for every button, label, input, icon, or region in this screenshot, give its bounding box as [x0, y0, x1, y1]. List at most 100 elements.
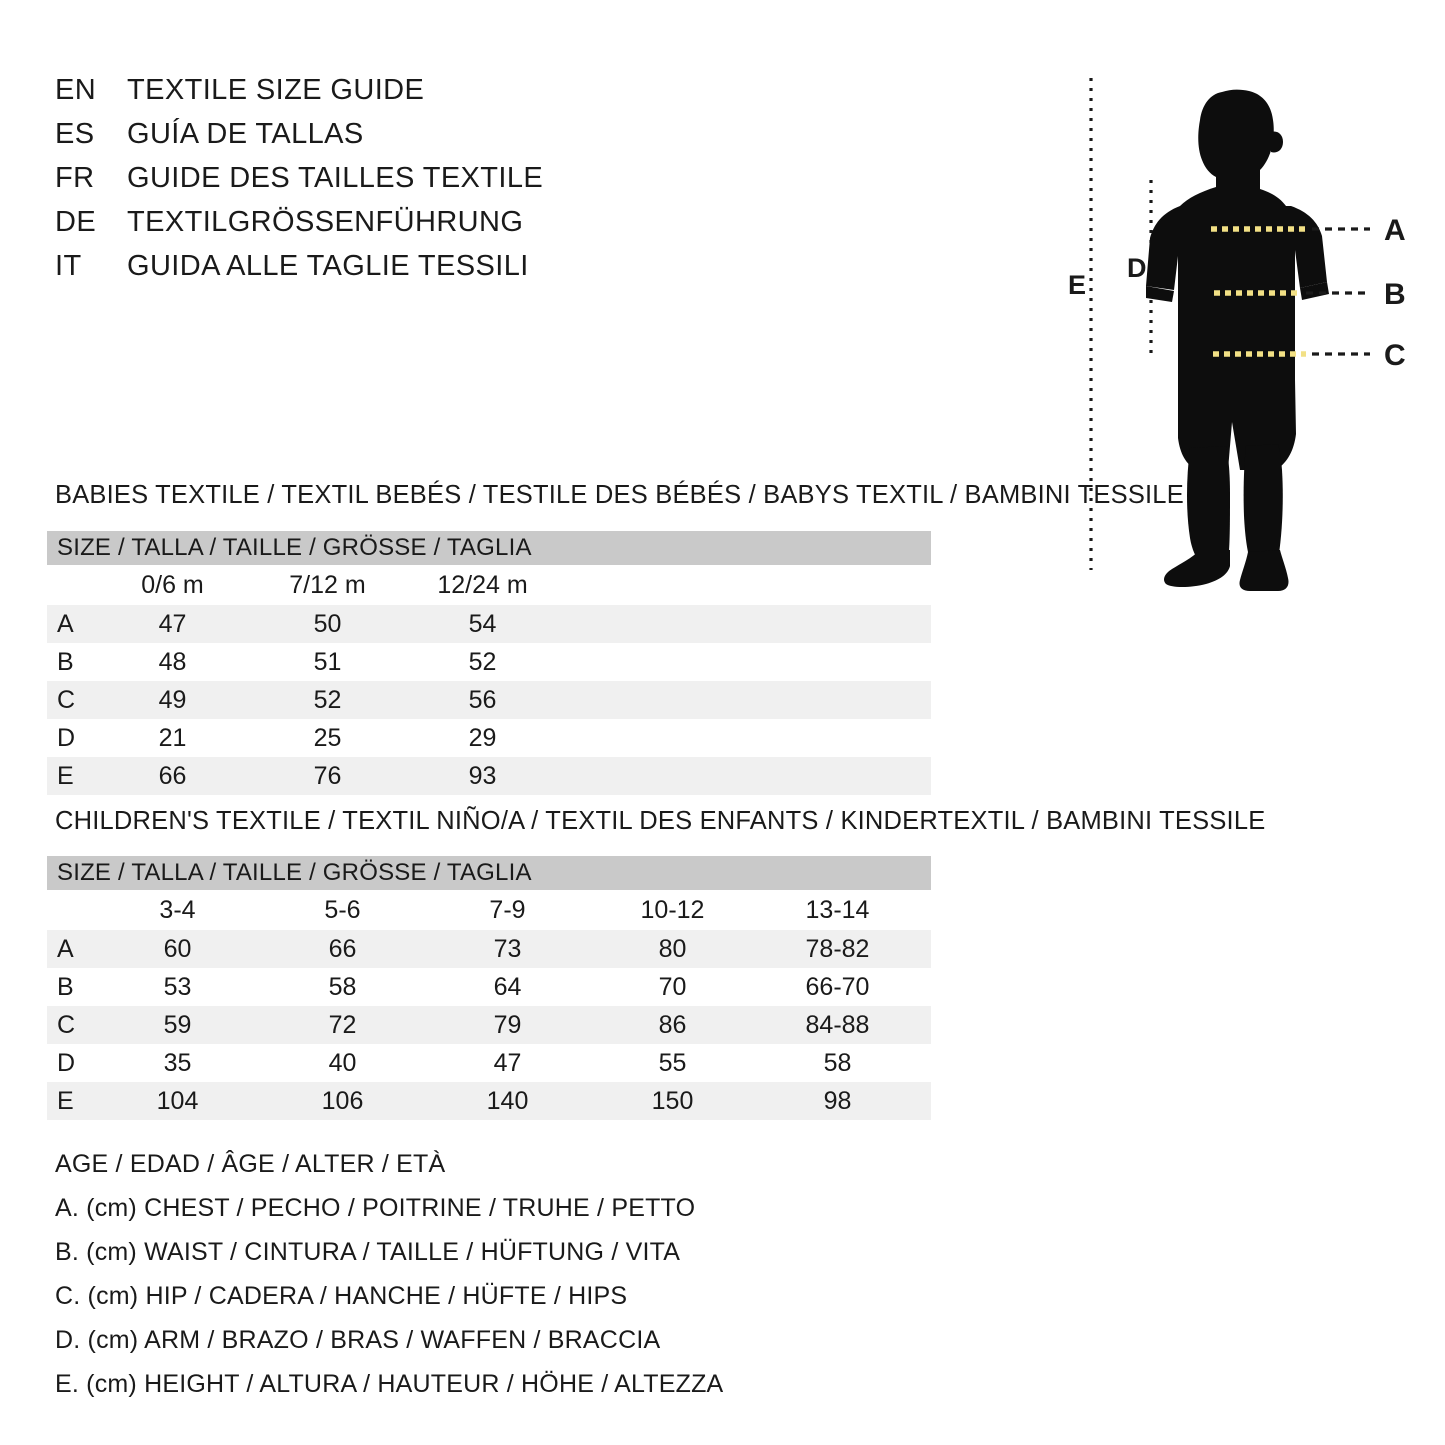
babies-column-header-row: 0/6 m 7/12 m 12/24 m: [47, 565, 931, 605]
table-cell: 104: [156, 1086, 199, 1115]
children-column-header: 3-4: [159, 895, 196, 924]
row-label: B: [57, 647, 74, 676]
babies-band-label: SIZE / TALLA / TAILLE / GRÖSSE / TAGLIA: [57, 534, 532, 561]
table-cell: 47: [493, 1048, 522, 1077]
row-label: E: [57, 1086, 74, 1115]
children-section-heading: CHILDREN'S TEXTILE / TEXTIL NIÑO/A / TEX…: [55, 807, 1266, 835]
figure-label-e: E: [1068, 270, 1086, 300]
table-cell: 54: [468, 609, 497, 638]
legend-line-d: D. (cm) ARM / BRAZO / BRAS / WAFFEN / BR…: [55, 1326, 661, 1354]
figure-label-a: A: [1384, 214, 1406, 247]
children-column-header: 13-14: [805, 895, 870, 924]
title-row-fr: FR GUIDE DES TAILLES TEXTILE: [55, 162, 675, 206]
table-cell: 52: [313, 685, 342, 714]
figure-label-d: D: [1127, 253, 1147, 283]
row-label: D: [57, 723, 76, 752]
table-cell: 50: [313, 609, 342, 638]
table-cell: 84-88: [805, 1010, 870, 1039]
babies-column-header: 0/6 m: [141, 570, 204, 599]
table-cell: 150: [651, 1086, 694, 1115]
table-cell: 53: [163, 972, 192, 1001]
table-cell: 79: [493, 1010, 522, 1039]
table-row: A 60 66 73 80 78-82: [47, 930, 931, 968]
figure-label-b: B: [1384, 278, 1406, 311]
legend-line-a: A. (cm) CHEST / PECHO / POITRINE / TRUHE…: [55, 1194, 696, 1222]
measurement-diagram: A B C D E: [1050, 50, 1445, 620]
table-cell: 106: [321, 1086, 364, 1115]
table-cell: 29: [468, 723, 497, 752]
table-cell: 140: [486, 1086, 529, 1115]
legend-line-age: AGE / EDAD / ÂGE / ALTER / ETÀ: [55, 1150, 446, 1178]
table-cell: 40: [328, 1048, 357, 1077]
title-text-es: GUÍA DE TALLAS: [127, 118, 364, 150]
table-cell: 73: [493, 934, 522, 963]
measurement-legend: AGE / EDAD / ÂGE / ALTER / ETÀ A. (cm) C…: [55, 1142, 815, 1406]
legend-line-e: E. (cm) HEIGHT / ALTURA / HAUTEUR / HÖHE…: [55, 1370, 724, 1398]
row-label: E: [57, 761, 74, 790]
children-band-label: SIZE / TALLA / TAILLE / GRÖSSE / TAGLIA: [57, 859, 532, 886]
table-row: D 21 25 29: [47, 719, 931, 757]
title-block: EN TEXTILE SIZE GUIDE ES GUÍA DE TALLAS …: [55, 74, 675, 294]
babies-section-heading: BABIES TEXTILE / TEXTIL BEBÉS / TESTILE …: [55, 481, 1184, 509]
table-row: A 47 50 54: [47, 605, 931, 643]
table-cell: 51: [313, 647, 342, 676]
table-row: E 66 76 93: [47, 757, 931, 795]
row-label: B: [57, 972, 74, 1001]
title-lang-de: DE: [55, 206, 97, 238]
table-cell: 52: [468, 647, 497, 676]
table-cell: 58: [328, 972, 357, 1001]
title-lang-fr: FR: [55, 162, 95, 194]
children-column-header: 5-6: [324, 895, 361, 924]
title-lang-en: EN: [55, 74, 97, 106]
table-cell: 64: [493, 972, 522, 1001]
children-column-header: 7-9: [489, 895, 526, 924]
babies-column-header: 12/24 m: [437, 570, 528, 599]
row-label: C: [57, 1010, 76, 1039]
table-cell: 60: [163, 934, 192, 963]
row-label: A: [57, 609, 74, 638]
table-cell: 70: [658, 972, 687, 1001]
table-cell: 35: [163, 1048, 192, 1077]
table-cell: 76: [313, 761, 342, 790]
child-silhouette: [1146, 89, 1329, 591]
table-row: C 49 52 56: [47, 681, 931, 719]
table-cell: 78-82: [805, 934, 870, 963]
babies-size-table: SIZE / TALLA / TAILLE / GRÖSSE / TAGLIA …: [47, 531, 931, 795]
title-text-fr: GUIDE DES TAILLES TEXTILE: [127, 162, 544, 194]
title-text-en: TEXTILE SIZE GUIDE: [127, 74, 425, 106]
title-row-en: EN TEXTILE SIZE GUIDE: [55, 74, 675, 118]
title-text-it: GUIDA ALLE TAGLIE TESSILI: [127, 250, 529, 282]
legend-line-c: C. (cm) HIP / CADERA / HANCHE / HÜFTE / …: [55, 1282, 628, 1310]
table-row: B 48 51 52: [47, 643, 931, 681]
title-row-de: DE TEXTILGRÖSSENFÜHRUNG: [55, 206, 675, 250]
children-size-table: SIZE / TALLA / TAILLE / GRÖSSE / TAGLIA …: [47, 856, 931, 1120]
title-lang-it: IT: [55, 250, 82, 282]
table-cell: 93: [468, 761, 497, 790]
row-label: A: [57, 934, 74, 963]
row-label: D: [57, 1048, 76, 1077]
children-table-band: SIZE / TALLA / TAILLE / GRÖSSE / TAGLIA: [47, 856, 931, 890]
table-cell: 25: [313, 723, 342, 752]
legend-line-b: B. (cm) WAIST / CINTURA / TAILLE / HÜFTU…: [55, 1238, 681, 1266]
table-cell: 49: [158, 685, 187, 714]
table-cell: 56: [468, 685, 497, 714]
babies-table-band: SIZE / TALLA / TAILLE / GRÖSSE / TAGLIA: [47, 531, 931, 565]
table-row: E 104 106 140 150 98: [47, 1082, 931, 1120]
row-label: C: [57, 685, 76, 714]
table-cell: 98: [823, 1086, 852, 1115]
title-row-es: ES GUÍA DE TALLAS: [55, 118, 675, 162]
table-cell: 48: [158, 647, 187, 676]
table-row: D 35 40 47 55 58: [47, 1044, 931, 1082]
table-cell: 66-70: [805, 972, 870, 1001]
table-cell: 21: [158, 723, 187, 752]
table-cell: 59: [163, 1010, 192, 1039]
table-cell: 58: [823, 1048, 852, 1077]
table-cell: 55: [658, 1048, 687, 1077]
table-row: C 59 72 79 86 84-88: [47, 1006, 931, 1044]
table-cell: 66: [328, 934, 357, 963]
figure-label-c: C: [1384, 339, 1406, 372]
table-row: B 53 58 64 70 66-70: [47, 968, 931, 1006]
table-cell: 86: [658, 1010, 687, 1039]
title-text-de: TEXTILGRÖSSENFÜHRUNG: [127, 206, 524, 238]
table-cell: 72: [328, 1010, 357, 1039]
